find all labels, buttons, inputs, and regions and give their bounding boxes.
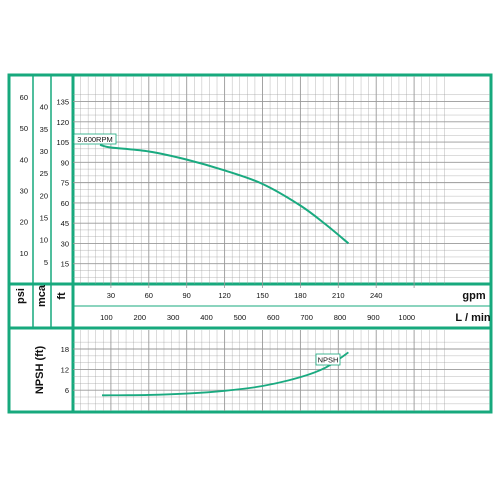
- svg-text:NPSH: NPSH: [318, 356, 339, 365]
- gpm-tick-label: 30: [107, 291, 115, 300]
- lmin-tick-label: 1000: [398, 313, 415, 322]
- npsh-curve: [101, 351, 349, 397]
- mca-tick-label: 35: [40, 125, 48, 134]
- gpm-tick-label: 240: [370, 291, 383, 300]
- gpm-tick-label: 120: [218, 291, 231, 300]
- mca-tick-label: 20: [40, 191, 48, 200]
- lmin-tick-label: 600: [267, 313, 280, 322]
- curves: [99, 143, 350, 397]
- lmin-tick-label: 300: [167, 313, 180, 322]
- lmin-tick-label: 700: [300, 313, 313, 322]
- rpm-curve: [99, 143, 350, 245]
- rpm-label: 3.600RPM: [73, 133, 117, 145]
- mca-tick-label: 10: [40, 236, 48, 245]
- gpm-tick-label: 150: [256, 291, 269, 300]
- lmin-tick-label: 100: [100, 313, 113, 322]
- lmin-tick-label: 400: [200, 313, 213, 322]
- psi-tick-label: 60: [20, 93, 28, 102]
- ft-tick-label: 135: [56, 98, 69, 107]
- lmin-tick-label: 800: [334, 313, 347, 322]
- npsh-grid: [73, 330, 490, 411]
- ft-tick-label: 75: [61, 179, 69, 188]
- lmin-tick-label: 900: [367, 313, 380, 322]
- mca-tick-label: 5: [44, 258, 48, 267]
- psi-tick-label: 30: [20, 186, 28, 195]
- ft-tick-label: 45: [61, 219, 69, 228]
- ft-tick-label: 60: [61, 199, 69, 208]
- npsh-tick-label: 18: [61, 345, 69, 354]
- gpm-tick-label: 210: [332, 291, 345, 300]
- psi-tick-label: 20: [20, 218, 28, 227]
- psi-tick-label: 10: [20, 249, 28, 258]
- ft-tick-label: 15: [61, 260, 69, 269]
- gpm-axis-label: gpm: [462, 290, 485, 302]
- chart-frame: [7, 73, 493, 414]
- mca-tick-label: 25: [40, 169, 48, 178]
- npsh-tick-label: 12: [61, 366, 69, 375]
- mca-tick-label: 40: [40, 103, 48, 112]
- lmin-tick-label: 200: [133, 313, 146, 322]
- mca-tick-label: 15: [40, 213, 48, 222]
- gpm-tick-label: 90: [183, 291, 191, 300]
- lmin-tick-label: 500: [234, 313, 247, 322]
- mca-tick-label: 30: [40, 147, 48, 156]
- psi-tick-label: 50: [20, 124, 28, 133]
- ft-tick-label: 120: [56, 118, 69, 127]
- head-grid: [73, 76, 490, 288]
- ft-axis-label: ft: [56, 292, 68, 300]
- npsh-tick-label: 6: [65, 386, 69, 395]
- gpm-tick-label: 60: [145, 291, 153, 300]
- psi-axis-label: psi: [15, 288, 27, 304]
- svg-text:3.600RPM: 3.600RPM: [77, 135, 112, 144]
- ft-tick-label: 105: [56, 138, 69, 147]
- npsh-label: NPSH: [315, 353, 341, 366]
- axis-ticks: 15 30 45 60 75 90 105 120 135 5 10 15 20 25 30 35 40 10 20…: [20, 93, 415, 395]
- npsh-axis-label: NPSH (ft): [34, 346, 46, 395]
- lmin-axis-label: L / min: [455, 312, 491, 324]
- psi-tick-label: 40: [20, 155, 28, 164]
- ft-tick-label: 30: [61, 239, 69, 248]
- gpm-tick-label: 180: [294, 291, 307, 300]
- ft-tick-label: 90: [61, 158, 69, 167]
- mca-axis-label: mca: [36, 284, 48, 307]
